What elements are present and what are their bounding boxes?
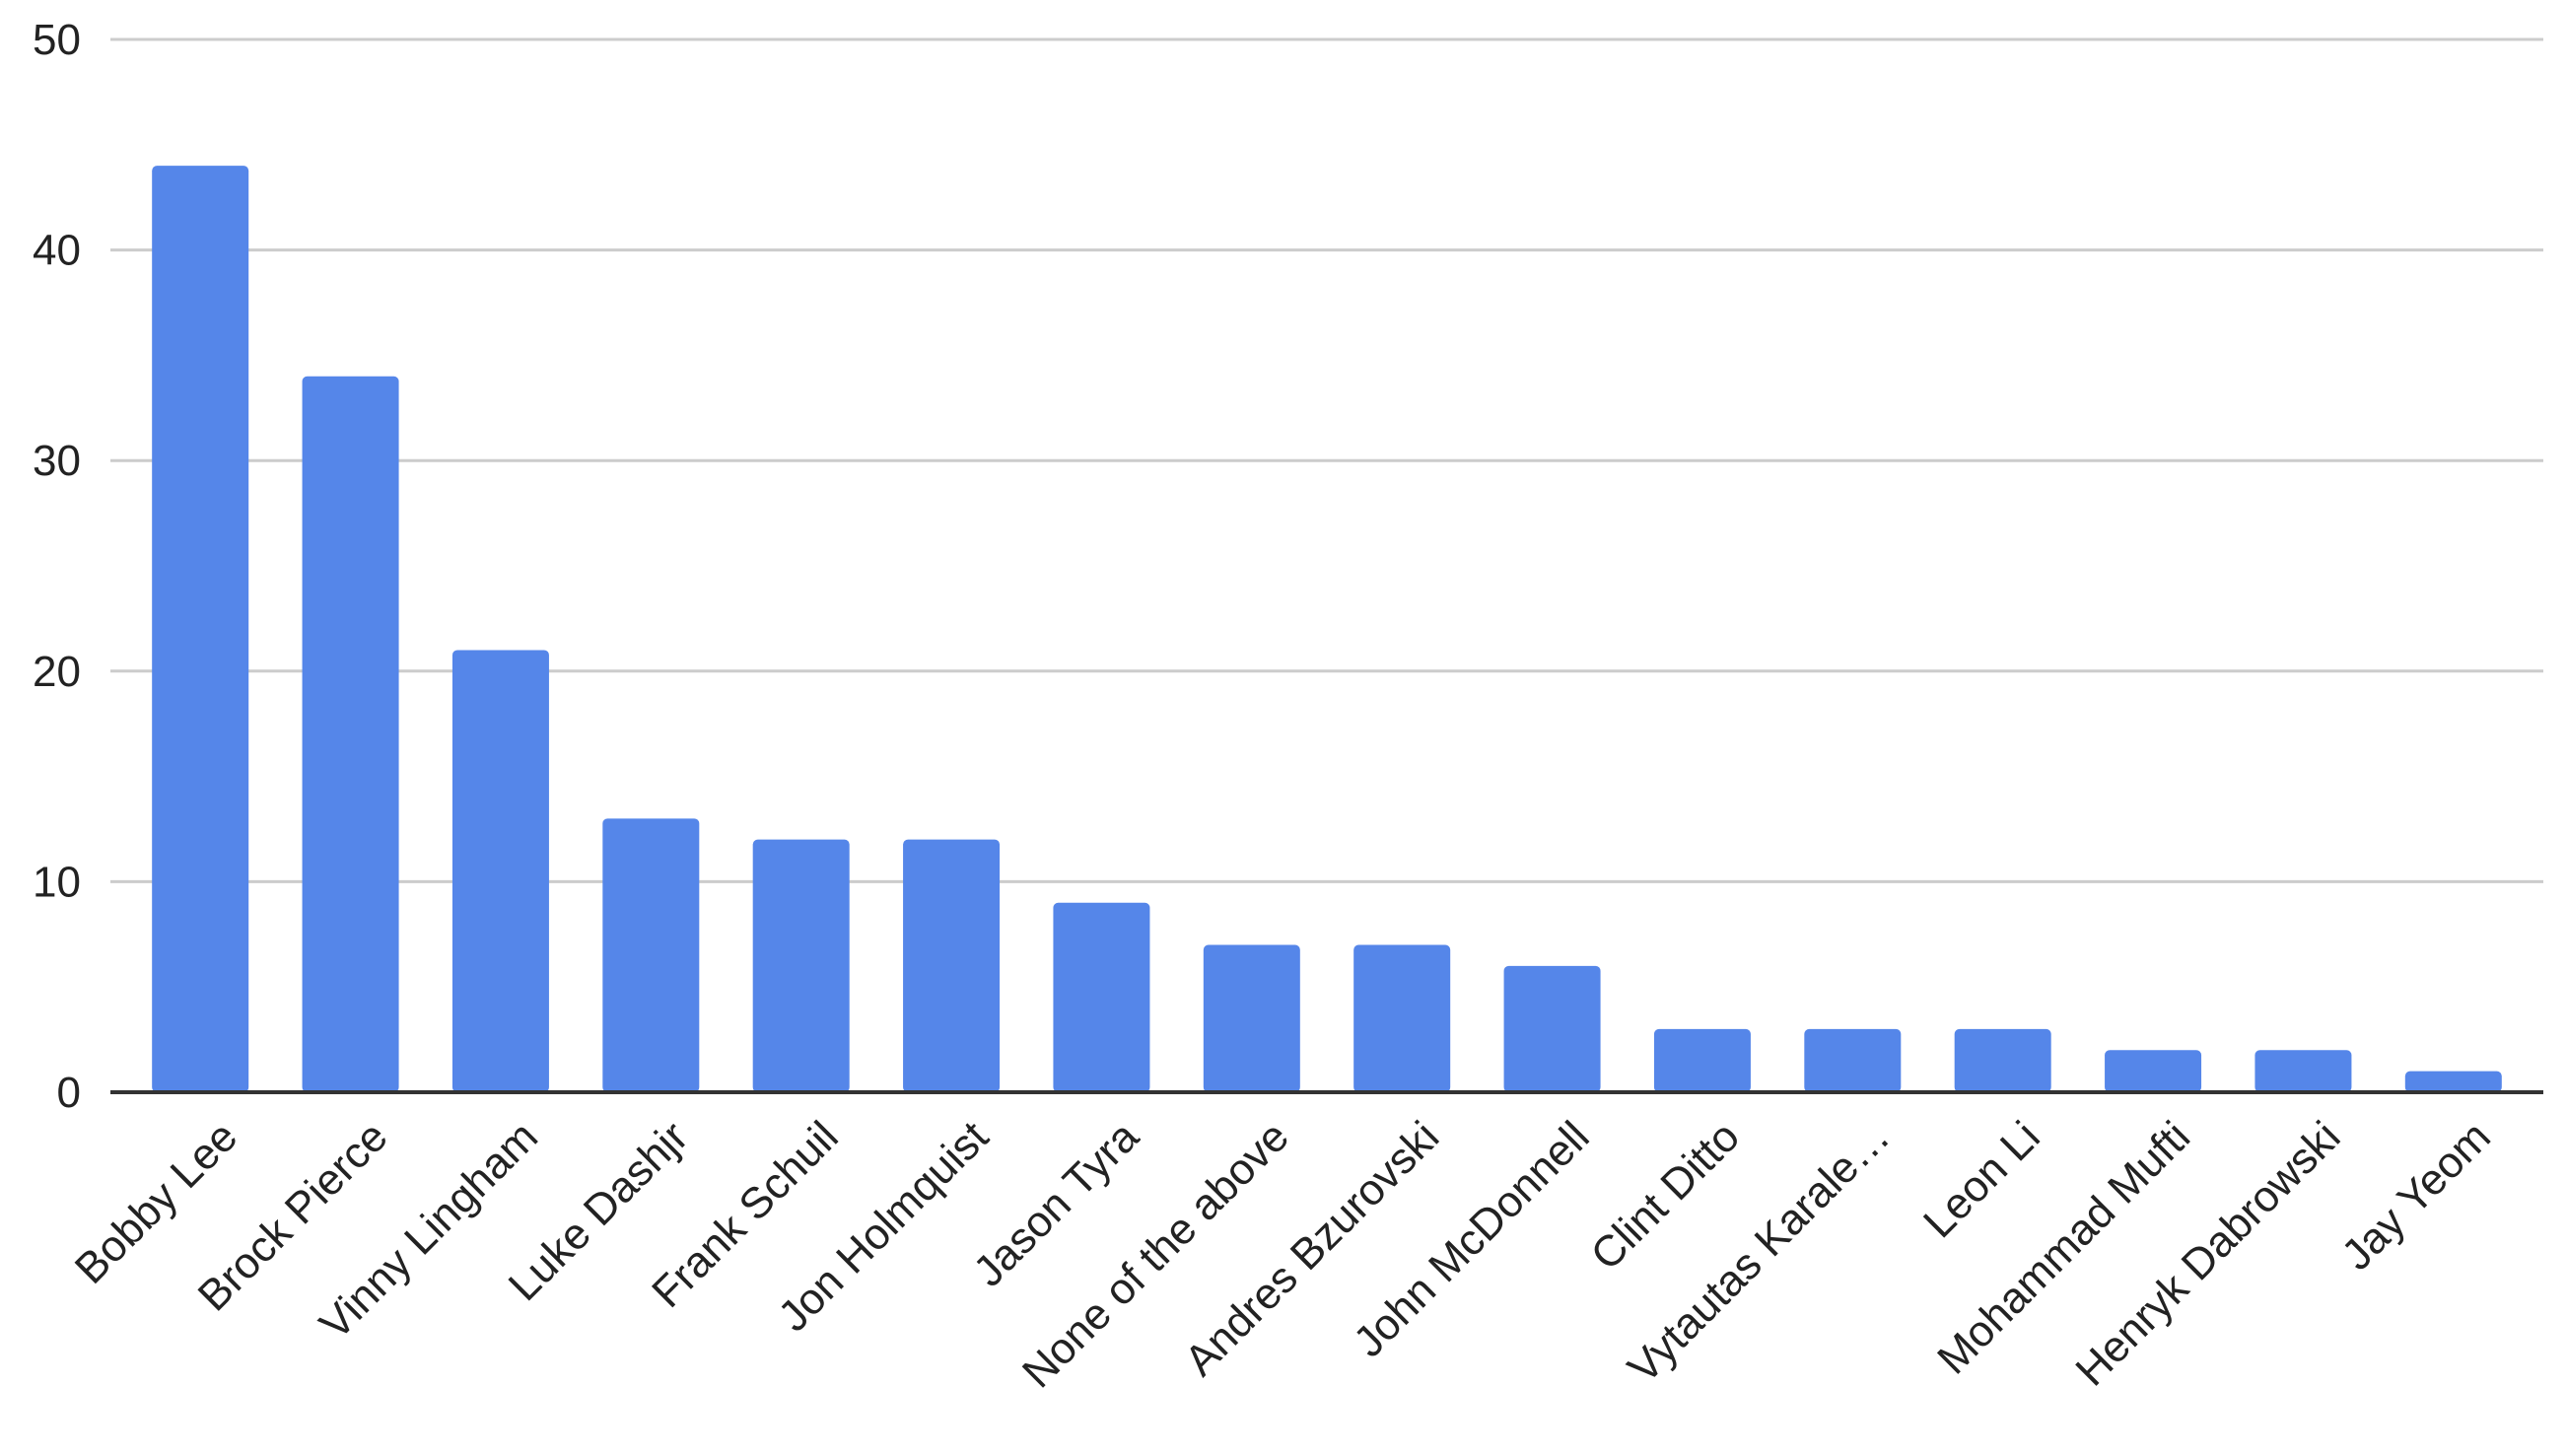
- bar[interactable]: [752, 839, 850, 1092]
- bar[interactable]: [2254, 1050, 2352, 1092]
- x-category-label: Leon Li: [1914, 1112, 2049, 1247]
- y-tick-label: 30: [33, 437, 81, 485]
- bar[interactable]: [1203, 944, 1300, 1092]
- x-category-label: Jay Yeom: [2332, 1112, 2500, 1280]
- bar[interactable]: [903, 839, 1001, 1092]
- x-category-label: Vytautas Karale…: [1619, 1112, 1899, 1392]
- bar[interactable]: [1804, 1028, 1902, 1092]
- bars: [152, 166, 2502, 1092]
- y-tick-label: 50: [33, 16, 81, 64]
- bar[interactable]: [1653, 1028, 1751, 1092]
- bar[interactable]: [2105, 1050, 2202, 1092]
- bar[interactable]: [152, 166, 249, 1092]
- x-category-label: None of the above: [1013, 1112, 1298, 1397]
- bar[interactable]: [302, 376, 399, 1092]
- bar[interactable]: [2404, 1071, 2502, 1092]
- bar[interactable]: [602, 818, 700, 1092]
- x-category-label: Henryk Dabrowski: [2066, 1112, 2349, 1395]
- y-tick-label: 40: [33, 227, 81, 275]
- y-tick-label: 20: [33, 648, 81, 696]
- y-tick-label: 0: [57, 1069, 81, 1117]
- bar[interactable]: [451, 650, 549, 1092]
- bar[interactable]: [1503, 965, 1601, 1092]
- bar[interactable]: [1053, 902, 1150, 1092]
- y-tick-label: 10: [33, 858, 81, 906]
- x-category-label: Mohammad Mufti: [1928, 1112, 2199, 1383]
- y-axis-tick-labels: 0 10 20 30 40 50: [33, 16, 81, 1117]
- bar[interactable]: [1353, 944, 1451, 1092]
- x-category-label: Andres Bzurovski: [1176, 1112, 1449, 1385]
- bar[interactable]: [1954, 1028, 2051, 1092]
